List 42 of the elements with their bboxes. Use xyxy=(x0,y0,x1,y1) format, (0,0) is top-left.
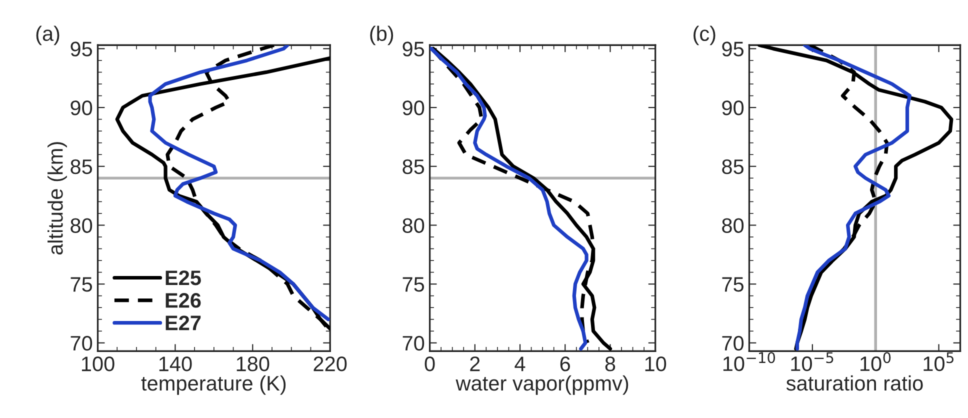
x-tick-label: 100 xyxy=(82,356,114,372)
chart-title: (c) xyxy=(694,26,716,46)
y-tick-label: 80 xyxy=(402,218,424,233)
legend-label: E26 xyxy=(166,293,201,308)
x-tick-label: 8 xyxy=(605,356,616,372)
y-tick-label: 85 xyxy=(70,159,92,174)
x-tick-label: 180 xyxy=(236,356,270,372)
y-tick-label: 90 xyxy=(722,100,744,116)
y-tick-label: 85 xyxy=(722,159,744,174)
x-axis-title: saturation ratio xyxy=(786,375,923,391)
legend-label: E25 xyxy=(166,270,201,286)
y-tick-label: 75 xyxy=(722,277,744,292)
x-tick-label: 140 xyxy=(159,356,192,372)
x-tick-label: 4 xyxy=(514,356,526,372)
y-tick-label: 70 xyxy=(402,336,424,351)
y-tick-label: 75 xyxy=(402,277,424,292)
chart-title: (a) xyxy=(36,26,60,46)
chart-title: (b) xyxy=(370,26,394,46)
y-tick-label: 95 xyxy=(402,42,424,56)
x-tick-label: 10$^{−10}$ xyxy=(723,352,776,372)
y-tick-label: 70 xyxy=(722,336,744,351)
y-tick-label: 70 xyxy=(70,336,92,351)
x-tick-label: 0 xyxy=(424,356,435,372)
y-tick-label: 80 xyxy=(722,218,744,233)
x-tick-label: 220 xyxy=(314,356,347,372)
x-tick-label: 10$^{−5}$ xyxy=(791,352,834,372)
x-axis-title: water vapor(ppmv) xyxy=(456,375,628,395)
y-tick-label: 90 xyxy=(70,100,92,116)
legend-label: E27 xyxy=(166,316,201,330)
x-tick-label: 2 xyxy=(470,356,480,372)
x-tick-label: 10$^{0}$ xyxy=(860,352,891,372)
y-tick-label: 95 xyxy=(70,42,92,56)
y-tick-label: 85 xyxy=(402,159,424,174)
y-tick-label: 90 xyxy=(402,100,424,116)
x-tick-label: 10 xyxy=(645,356,666,372)
y-tick-label: 80 xyxy=(70,218,92,233)
x-tick-label: 6 xyxy=(560,356,570,372)
y-tick-label: 75 xyxy=(70,277,92,292)
x-axis-title: temperature (K) xyxy=(141,375,286,395)
y-tick-label: 95 xyxy=(722,42,744,56)
x-tick-label: 10$^{5}$ xyxy=(924,352,954,372)
y-axis-title: altitude (km) xyxy=(48,142,67,255)
